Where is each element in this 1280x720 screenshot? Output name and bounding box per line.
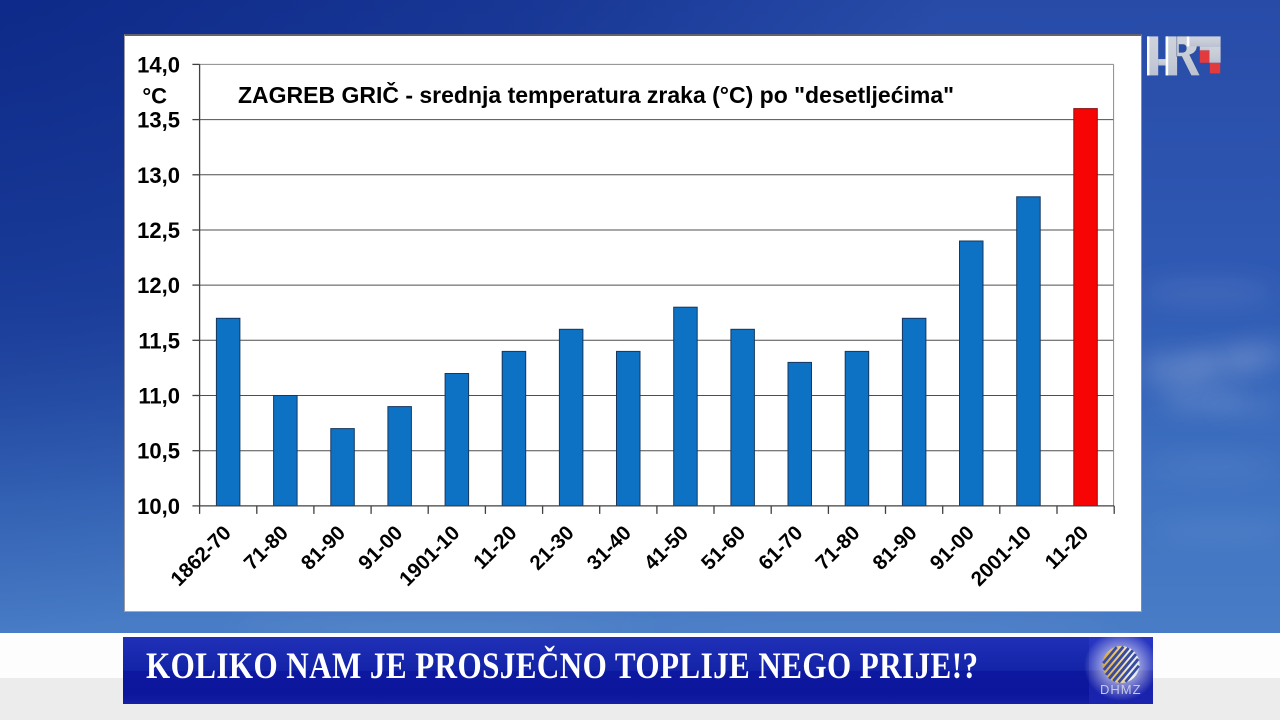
svg-text:14,0: 14,0 [137, 52, 180, 77]
svg-text:ZAGREB GRIČ - srednja temperat: ZAGREB GRIČ - srednja temperatura zraka … [238, 81, 954, 108]
svg-text:21-30: 21-30 [525, 521, 578, 574]
svg-text:11,5: 11,5 [138, 328, 180, 353]
svg-text:10,0: 10,0 [137, 494, 180, 519]
svg-text:11-20: 11-20 [469, 521, 522, 574]
svg-text:°C: °C [142, 83, 167, 108]
svg-text:81-90: 81-90 [868, 521, 921, 574]
svg-text:13,5: 13,5 [137, 108, 180, 133]
svg-text:51-60: 51-60 [697, 521, 750, 574]
svg-text:81-90: 81-90 [297, 521, 350, 574]
svg-text:91-00: 91-00 [925, 521, 978, 574]
svg-text:71-80: 71-80 [811, 521, 864, 574]
svg-text:11-20: 11-20 [1041, 521, 1094, 574]
svg-text:2001-10: 2001-10 [966, 521, 1035, 590]
svg-text:31-40: 31-40 [582, 521, 635, 574]
svg-text:13,0: 13,0 [137, 163, 180, 188]
svg-text:91-00: 91-00 [354, 521, 407, 574]
svg-text:10,5: 10,5 [137, 439, 180, 464]
svg-text:41-50: 41-50 [640, 521, 693, 574]
svg-text:12,5: 12,5 [137, 218, 180, 243]
svg-text:1862-70: 1862-70 [166, 521, 235, 590]
svg-text:12,0: 12,0 [137, 273, 180, 298]
svg-text:11,0: 11,0 [138, 384, 180, 409]
svg-text:1901-10: 1901-10 [395, 521, 464, 590]
svg-text:61-70: 61-70 [754, 521, 807, 574]
svg-text:71-80: 71-80 [239, 521, 292, 574]
